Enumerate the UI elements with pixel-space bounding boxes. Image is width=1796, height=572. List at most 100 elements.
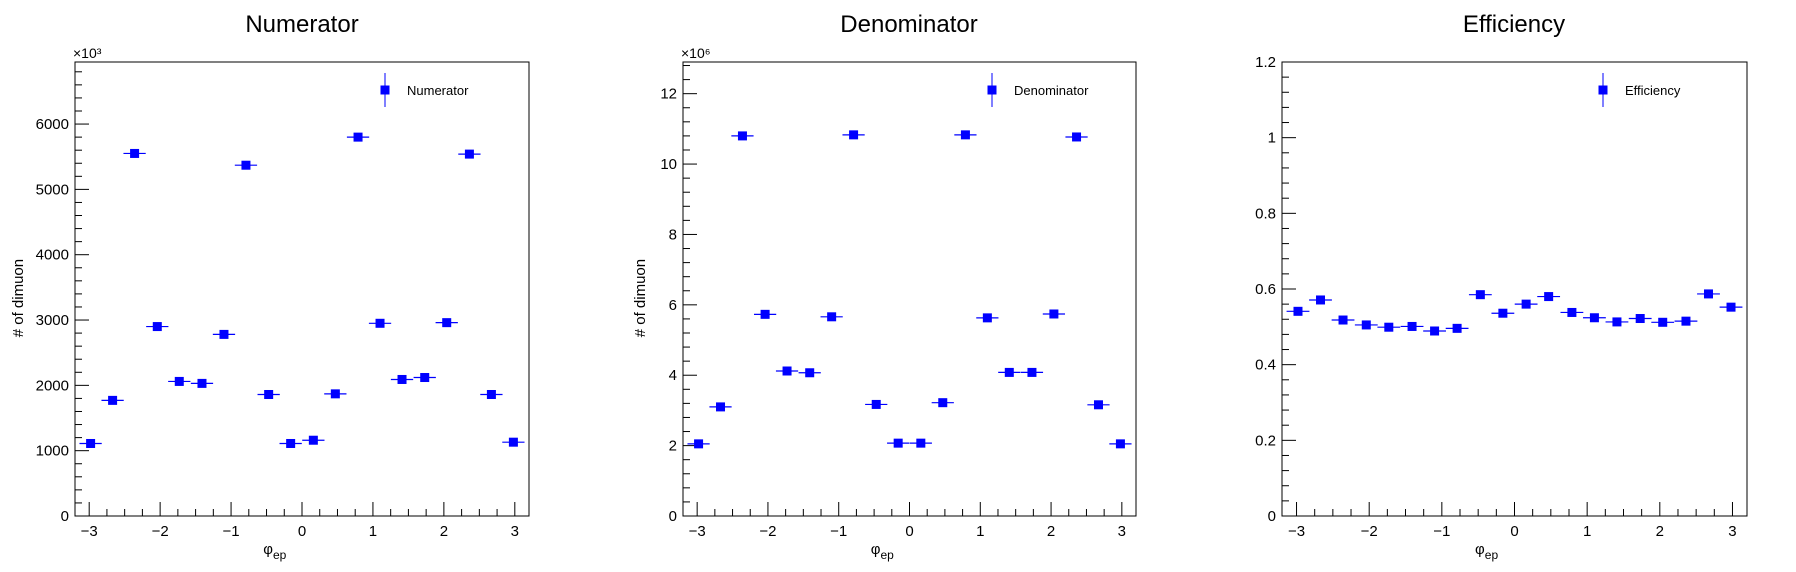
y-tick-label: 2000: [36, 377, 69, 394]
x-tick-label: −1: [830, 523, 847, 540]
data-point: [464, 149, 474, 159]
y-tick-label: 6: [669, 297, 677, 314]
legend: Efficiency: [1598, 73, 1681, 107]
data-point: [827, 312, 837, 322]
y-tick-label: 1.2: [1255, 54, 1276, 71]
x-tick-label: −2: [759, 523, 776, 540]
plot-frame: [1281, 61, 1748, 517]
data-point: [375, 318, 385, 328]
y-tick-label: 0: [61, 508, 69, 525]
y-tick-label: 12: [660, 86, 677, 103]
data-point: [174, 376, 184, 386]
x-axis-title: φep: [263, 541, 286, 562]
x-tick-label: 1: [369, 523, 377, 540]
y-tick-label: 0.6: [1255, 281, 1276, 298]
y-tick-label: 3000: [36, 312, 69, 329]
x-tick-label: 3: [511, 523, 519, 540]
legend-label: Numerator: [407, 83, 469, 98]
data-point: [1384, 322, 1394, 332]
data-point: [960, 130, 970, 140]
data-point: [86, 438, 96, 448]
y-multiplier-label: ×10³: [73, 45, 102, 61]
data-point: [1361, 320, 1371, 330]
chart-title: Numerator: [245, 11, 358, 38]
data-point: [420, 373, 430, 383]
data-point: [1498, 308, 1508, 318]
data-point: [716, 402, 726, 412]
data-point: [219, 329, 229, 339]
data-point: [397, 374, 407, 384]
y-tick-label: 2: [669, 438, 677, 455]
data-point: [1475, 290, 1485, 300]
data-point: [694, 439, 704, 449]
y-tick-label: 1000: [36, 443, 69, 460]
data-point: [1681, 316, 1691, 326]
y-tick-label: 0.8: [1255, 205, 1276, 222]
data-point: [1316, 295, 1326, 305]
data-point: [486, 389, 496, 399]
data-point: [264, 389, 274, 399]
legend-marker: [987, 85, 997, 95]
data-point: [286, 438, 296, 448]
x-tick-label: 2: [440, 523, 448, 540]
data-point: [805, 368, 815, 378]
data-point: [1407, 321, 1417, 331]
y-tick-label: 4: [669, 367, 677, 384]
data-point: [152, 322, 162, 332]
data-point: [308, 435, 318, 445]
data-point: [353, 132, 363, 142]
legend: Numerator: [380, 73, 469, 107]
data-point: [737, 131, 747, 141]
data-point: [782, 366, 792, 376]
x-tick-label: 2: [1047, 523, 1055, 540]
x-tick-label: 3: [1728, 523, 1736, 540]
x-tick-label: 1: [1583, 523, 1591, 540]
data-point: [1338, 315, 1348, 325]
data-point: [938, 398, 948, 408]
data-point: [330, 389, 340, 399]
data-point: [1293, 306, 1303, 316]
data-point: [1612, 317, 1622, 327]
x-tick-label: −3: [1288, 523, 1305, 540]
legend-marker: [380, 85, 390, 95]
x-axis-title: φep: [871, 541, 894, 562]
x-tick-label: 3: [1118, 523, 1126, 540]
chart-panel-3: Efficiency −3 −2 −1 0 1 2 3 0 0.2 0.4 0.6 0.8 1 1.2 φep…: [1255, 11, 1748, 562]
data-point: [1635, 314, 1645, 324]
y-axis-title: # of dimuon: [10, 259, 27, 337]
data-point: [871, 399, 881, 409]
data-point: [1430, 326, 1440, 336]
plot-frame: [682, 61, 1137, 517]
y-tick-label: 10: [660, 156, 677, 173]
data-point: [241, 160, 251, 170]
chart-panel-1: Numerator −3 −2 −1 0 1 2 3 0 1000 2000 3000 4000 5000…: [10, 11, 530, 562]
data-point: [1072, 132, 1082, 142]
x-tick-label: −2: [1361, 523, 1378, 540]
y-tick-label: 0: [669, 508, 677, 525]
data-point: [442, 318, 452, 328]
data-point: [1521, 299, 1531, 309]
x-tick-label: −3: [689, 523, 706, 540]
plot-frame: [74, 61, 530, 517]
y-multiplier-label: ×10⁶: [681, 45, 711, 61]
y-tick-label: 0.4: [1255, 357, 1276, 374]
data-point: [1658, 317, 1668, 327]
legend-marker: [1598, 85, 1608, 95]
x-tick-label: 0: [905, 523, 913, 540]
data-point: [508, 437, 518, 447]
data-point: [197, 378, 207, 388]
chart-title: Efficiency: [1463, 11, 1565, 38]
y-axis-title: # of dimuon: [632, 259, 649, 337]
x-tick-label: 2: [1656, 523, 1664, 540]
data-point: [1004, 367, 1014, 377]
data-point: [1093, 400, 1103, 410]
chart-title: Denominator: [840, 11, 977, 38]
data-point: [760, 309, 770, 319]
data-point: [1115, 439, 1125, 449]
data-point: [982, 313, 992, 323]
y-tick-label: 0: [1268, 508, 1276, 525]
data-point: [1589, 313, 1599, 323]
data-point: [916, 438, 926, 448]
